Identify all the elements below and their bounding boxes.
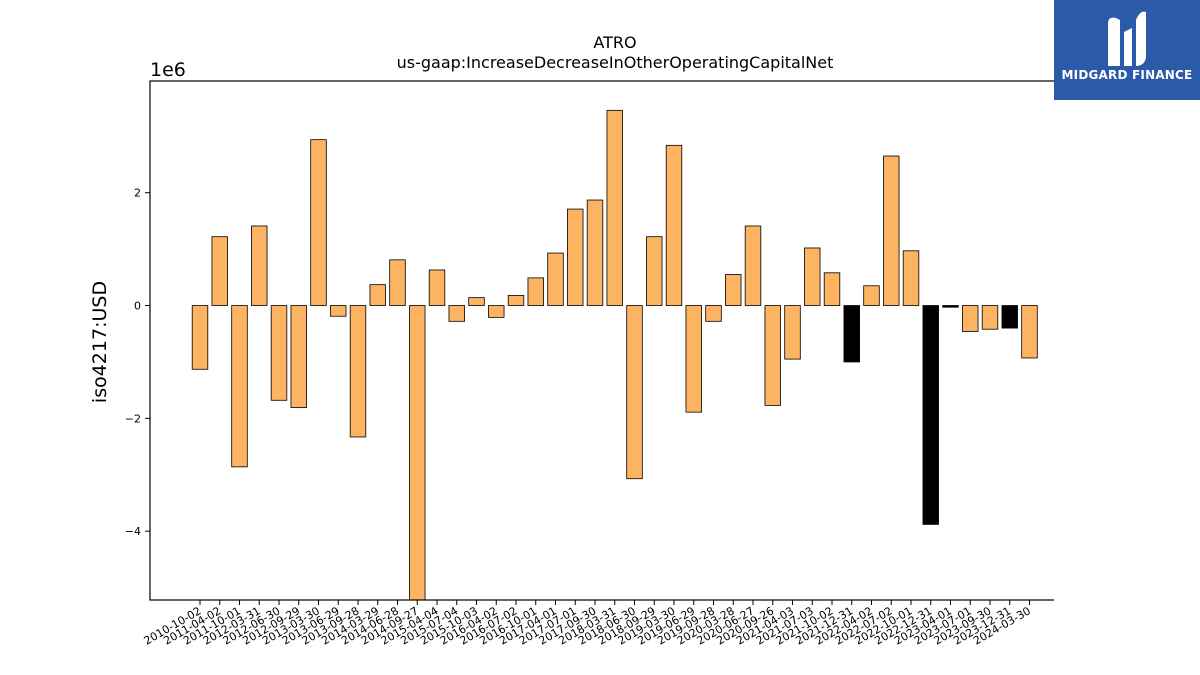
bar-2016-10-01: [527, 277, 544, 306]
logo-text: MIDGARD FINANCE: [1061, 68, 1193, 82]
bar-2010-10-02: [191, 305, 209, 370]
bar-2021-12-31: [843, 305, 860, 363]
bar-2020-03-28: [725, 274, 742, 306]
bar-2019-06-29: [685, 305, 702, 413]
logo-mark-icon: [1108, 11, 1146, 67]
bar-2020-09-26: [764, 305, 781, 406]
bar-2011-04-02: [211, 236, 228, 306]
chart-subtitle: us-gaap:IncreaseDecreaseInOtherOperating…: [397, 53, 834, 72]
bar-2011-10-01: [231, 305, 248, 468]
plot-frame: [149, 80, 1054, 601]
bars-group: [191, 109, 1038, 601]
bar-2014-06-28: [389, 259, 406, 306]
y-tick-label: 0: [134, 300, 141, 313]
bar-2022-10-01: [902, 250, 920, 306]
y-scale-label: 1e6: [150, 59, 186, 81]
bar-2023-12-31: [1001, 305, 1018, 329]
bar-2012-09-29: [290, 305, 307, 409]
bar-2014-09-27: [409, 305, 426, 601]
bar-2016-07-02: [507, 294, 525, 306]
y-axis-label: iso4217:USD: [89, 281, 111, 403]
bar-2019-09-28: [705, 305, 722, 322]
bar-2012-06-30: [270, 305, 288, 401]
bar-2015-10-03: [468, 297, 485, 306]
bar-2013-03-30: [310, 139, 327, 306]
bar-2014-03-29: [369, 284, 386, 306]
bar-2023-09-30: [981, 305, 999, 330]
bar-2023-07-01: [962, 305, 979, 332]
bar-2019-03-30: [665, 144, 683, 306]
bar-2017-04-01: [547, 252, 564, 306]
bar-2021-07-03: [804, 247, 821, 306]
y-tick-label: 2: [134, 187, 141, 200]
bar-2016-04-02: [488, 305, 505, 318]
chart: ATRO us-gaap:IncreaseDecreaseInOtherOper…: [89, 33, 1054, 648]
bar-2020-06-27: [744, 225, 762, 306]
bar-2018-06-30: [626, 305, 643, 480]
bar-2013-06-29: [330, 305, 347, 317]
bar-2018-03-31: [606, 109, 623, 306]
logo: MIDGARD FINANCE: [1054, 0, 1200, 100]
bar-2017-09-30: [586, 199, 604, 306]
bar-2022-07-02: [883, 155, 900, 306]
bar-2021-10-02: [823, 272, 841, 306]
bar-2022-04-02: [863, 285, 880, 306]
bar-2015-04-04: [428, 269, 446, 306]
y-tick-label: −4: [125, 525, 141, 538]
bar-2022-12-31: [922, 305, 939, 525]
bar-2017-07-01: [567, 208, 584, 306]
bar-2013-09-28: [349, 305, 367, 438]
bar-2021-04-03: [784, 305, 801, 360]
bar-2023-04-01: [942, 305, 959, 308]
x-ticks-group: 2010-10-022011-04-022011-10-012012-03-31…: [142, 600, 1033, 648]
y-ticks-group: −4 −2 0 2: [125, 187, 150, 538]
bar-2015-07-04: [448, 305, 465, 322]
bar-2012-03-31: [251, 225, 268, 306]
bar-2018-09-29: [646, 236, 663, 306]
bar-2024-03-30: [1021, 305, 1038, 359]
y-tick-label: −2: [125, 412, 141, 425]
chart-title: ATRO: [593, 33, 636, 52]
